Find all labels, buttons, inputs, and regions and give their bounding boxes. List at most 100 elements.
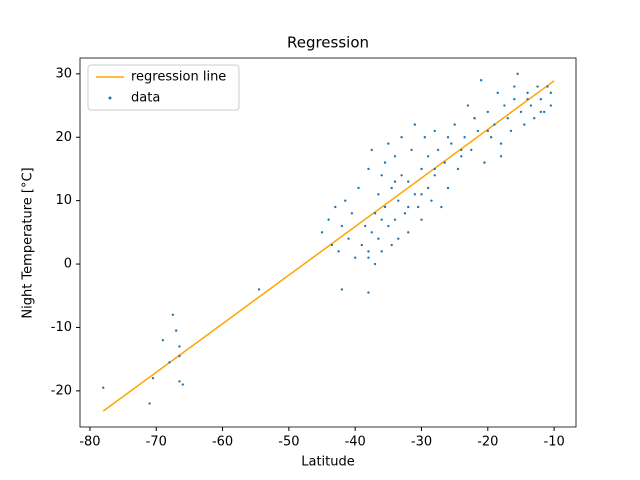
data-point [330,243,334,247]
data-point [168,361,171,364]
data-point [377,193,380,196]
data-point [460,148,463,152]
x-tick-label: -80 [79,435,100,450]
data-point [174,329,178,332]
data-point [516,72,519,76]
data-point [373,212,377,215]
data-point [420,193,423,196]
data-point [430,199,433,202]
data-point [433,174,436,177]
data-point [380,250,383,253]
data-point [479,78,483,82]
data-point [420,218,423,221]
data-point [340,288,344,291]
x-tick-label: -40 [345,435,366,450]
data-point [397,199,400,202]
data-point [320,231,324,234]
data-point [347,237,350,240]
y-tick-label: -10 [51,320,72,335]
y-tick-label: -20 [51,383,72,398]
data-point [344,199,347,202]
data-point [513,98,516,101]
data-point [367,167,370,171]
data-point [373,262,377,266]
data-point [178,345,181,348]
data-point [423,136,427,139]
data-point [499,155,503,158]
data-point [350,212,354,215]
data-point [410,148,413,152]
data-point [542,110,546,114]
data-point [357,186,360,190]
data-point [161,338,165,342]
data-point [178,380,181,383]
data-point [400,174,403,177]
data-point [539,98,543,101]
data-point [460,155,463,158]
data-point [519,110,523,114]
data-point [151,376,155,380]
y-tick-label: 0 [64,257,72,272]
data-point [483,161,486,164]
data-point [446,186,450,190]
data-point [393,218,397,221]
data-point [526,91,529,95]
data-point [383,161,387,164]
data-point [420,167,423,171]
legend-box [87,64,240,111]
y-tick-label: 10 [55,193,72,208]
data-point [453,123,456,126]
data-point [413,193,417,196]
data-point [493,123,496,126]
chart-title: Regression [287,34,369,52]
legend-label: data [131,91,160,106]
data-point [426,186,430,190]
data-point [486,110,490,114]
y-axis-label: Night Temperature [°C] [21,167,36,318]
x-tick-label: -30 [411,435,432,450]
data-point [102,386,105,389]
data-point [413,123,417,126]
data-point [390,186,393,190]
data-point [486,129,490,133]
data-point [470,148,473,152]
data-point [509,129,513,133]
data-point [377,237,380,240]
data-point [367,250,370,253]
data-point [387,142,390,145]
data-point [450,142,453,145]
data-point [353,256,357,259]
data-point [416,205,420,209]
data-point [403,212,407,215]
data-point [436,148,440,152]
data-point [549,104,553,107]
x-tick-label: -60 [212,435,233,450]
data-point [383,205,387,209]
data-point [433,167,436,171]
data-point [397,237,400,240]
x-tick-label: -10 [544,435,565,450]
data-point [360,243,364,247]
data-point [407,205,410,209]
y-tick-label: 20 [55,130,72,145]
data-point [400,136,403,139]
data-point [393,180,397,183]
data-point [367,256,370,259]
data-point [370,148,373,152]
data-point [440,205,443,209]
legend-label: regression line [131,70,226,85]
data-point [407,180,410,183]
data-point [148,402,151,405]
data-point [533,117,536,120]
data-point [466,104,470,107]
y-tick-label: 30 [55,66,72,81]
data-point [337,250,340,253]
data-point [178,354,181,358]
data-point [496,91,499,95]
data-point [181,383,184,386]
data-point [390,243,393,247]
data-point [367,291,370,294]
data-point [387,224,390,228]
x-tick-label: -50 [278,435,299,450]
